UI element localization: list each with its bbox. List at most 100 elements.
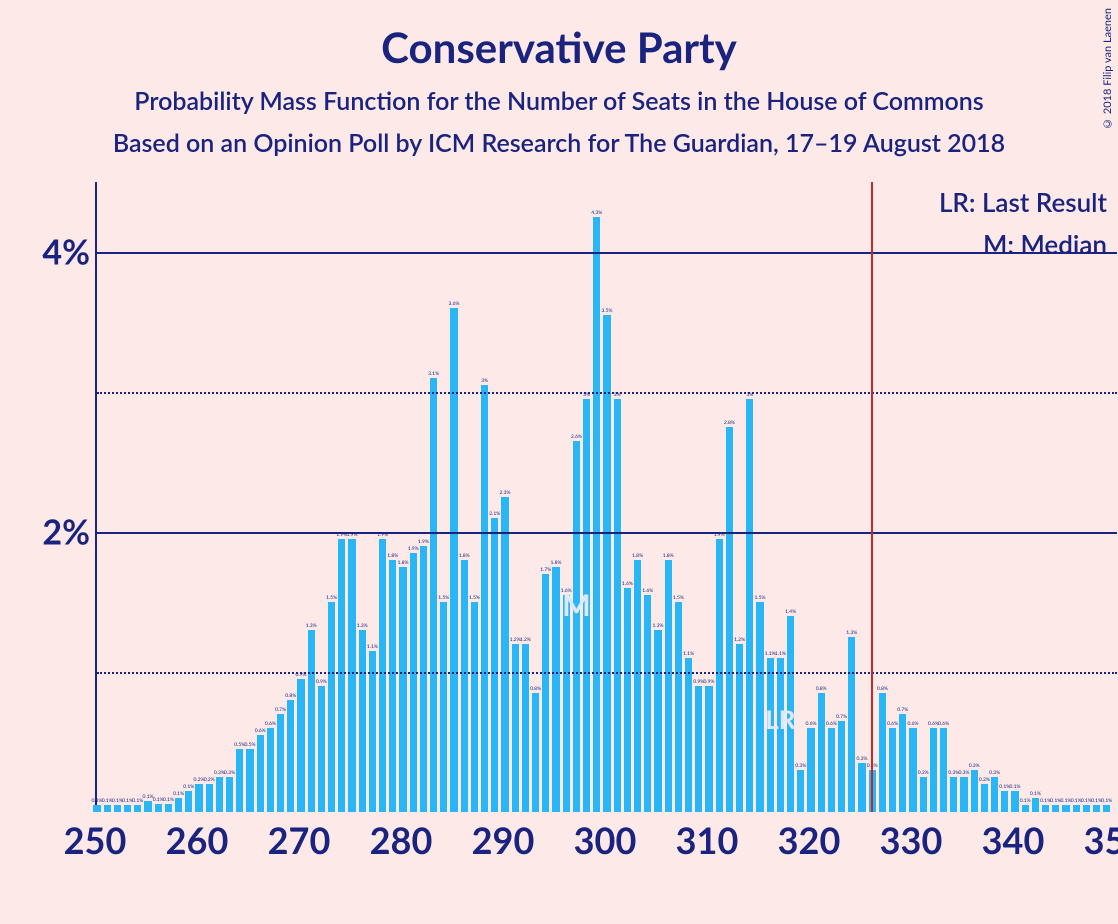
bar (797, 770, 804, 812)
bar (736, 644, 743, 812)
x-tick: 260 (166, 818, 229, 862)
bar-value-label: 0.6% (887, 721, 898, 727)
bar-value-label: 1.1% (683, 651, 694, 657)
bar-value-label: 1.9% (408, 546, 419, 552)
bar (1001, 791, 1008, 812)
bar (767, 658, 774, 812)
last-result-vline (871, 182, 873, 812)
bar-value-label: 0.2% (979, 777, 990, 783)
x-tick: 290 (472, 818, 535, 862)
bar (532, 693, 539, 812)
bar-value-label: 0.3% (857, 756, 868, 762)
chart-title: Conservative Party (0, 0, 1118, 72)
bar (430, 378, 437, 812)
bar (1062, 805, 1069, 812)
bar (542, 574, 549, 812)
bar-value-label: 1.2% (734, 637, 745, 643)
bar-value-label: 0.1% (173, 791, 184, 797)
bar (318, 686, 325, 812)
bar (950, 777, 957, 812)
bar (746, 399, 753, 812)
bar-value-label: 0.6% (938, 721, 949, 727)
bar (685, 658, 692, 812)
bar (328, 602, 335, 812)
x-tick-labels: 250260270280290300310320330340350 (95, 818, 1115, 868)
bar (389, 560, 396, 812)
gridline-major (97, 532, 1117, 534)
bar-value-label: 0.1% (1020, 798, 1031, 804)
bar (1011, 791, 1018, 812)
bar-value-label: 0.6% (255, 728, 266, 734)
bar (807, 728, 814, 812)
bar (185, 791, 192, 812)
bar-value-label: 0.1% (183, 784, 194, 790)
bar-value-label: 0.7% (275, 707, 286, 713)
legend-m: M: Median (939, 228, 1107, 260)
bar-value-label: 0.3% (918, 770, 929, 776)
bar (297, 679, 304, 812)
bar-value-label: 1.8% (551, 560, 562, 566)
bar (1073, 805, 1080, 812)
bar (624, 588, 631, 812)
bar (971, 770, 978, 812)
bar (1103, 805, 1110, 812)
bar (695, 686, 702, 812)
bar (665, 560, 672, 812)
bar (899, 714, 906, 812)
bar (420, 546, 427, 812)
bar (308, 630, 315, 812)
bar (1083, 805, 1090, 812)
bar (726, 427, 733, 812)
bar (889, 728, 896, 812)
bar (818, 693, 825, 812)
bar-value-label: 1.8% (459, 553, 470, 559)
bar-value-label: 3.6% (449, 301, 460, 307)
bars-container: 0.1%0.1%0.1%0.1%0.1%0.1%0.1%0.1%0.1%0.1%… (97, 182, 1117, 812)
legend-lr: LR: Last Result (939, 186, 1107, 218)
bar (491, 518, 498, 812)
x-tick: 310 (676, 818, 739, 862)
bar-value-label: 1.5% (326, 595, 337, 601)
bar (838, 721, 845, 812)
y-tick: 4% (42, 232, 90, 273)
bar-value-label: 0.1% (1101, 798, 1112, 804)
bar-value-label: 1.5% (755, 595, 766, 601)
bar (1042, 805, 1049, 812)
gridline-minor (97, 672, 1117, 674)
bar-value-label: 0.3% (989, 770, 1000, 776)
bar-value-label: 0.3% (795, 763, 806, 769)
bar (501, 497, 508, 812)
bar (104, 805, 111, 812)
y-tick: 2% (42, 512, 90, 553)
bar-value-label: 0.3% (969, 763, 980, 769)
bar-value-label: 0.1% (163, 797, 174, 803)
bar (206, 784, 213, 812)
bar-value-label: 0.6% (826, 721, 837, 727)
bar-value-label: 0.8% (877, 686, 888, 692)
bar (175, 798, 182, 812)
bar-value-label: 0.1% (1030, 791, 1041, 797)
bar-value-label: 0.6% (806, 721, 817, 727)
bar-value-label: 1.3% (846, 630, 857, 636)
bar (1052, 805, 1059, 812)
bar-value-label: 2.3% (500, 490, 511, 496)
x-tick: 350 (1084, 818, 1118, 862)
bar-value-label: 0.9% (704, 679, 715, 685)
x-tick: 320 (778, 818, 841, 862)
bar-value-label: 4.3% (591, 210, 602, 216)
bar (338, 539, 345, 812)
bar-value-label: 2.8% (724, 420, 735, 426)
bar-value-label: 1.1% (775, 651, 786, 657)
bar (359, 630, 366, 812)
bar (450, 308, 457, 812)
bar-value-label: 1.8% (398, 560, 409, 566)
chart-area: 0.1%0.1%0.1%0.1%0.1%0.1%0.1%0.1%0.1%0.1%… (95, 182, 1118, 862)
bar (552, 567, 559, 812)
x-tick: 340 (982, 818, 1045, 862)
bar-value-label: 1.3% (357, 623, 368, 629)
bar (522, 644, 529, 812)
bar (257, 735, 264, 812)
bar (654, 630, 661, 812)
bar-value-label: 1.6% (622, 581, 633, 587)
bar (512, 644, 519, 812)
